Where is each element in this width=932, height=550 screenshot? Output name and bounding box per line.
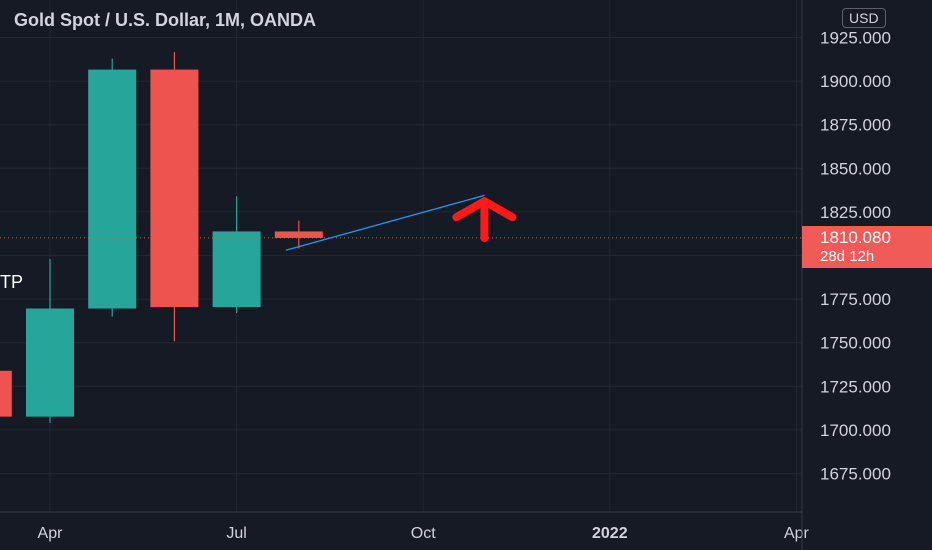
candle (212, 196, 261, 314)
candle (26, 258, 74, 423)
y-tick-label: 1875.000 (820, 116, 891, 135)
currency-button[interactable]: USD (842, 8, 886, 28)
candle-body (212, 231, 261, 308)
tp-label: TP (0, 272, 24, 292)
y-tick-label: 1725.000 (820, 377, 891, 396)
chart-title: Gold Spot / U.S. Dollar, 1M, OANDA (14, 10, 317, 30)
x-tick-label: Apr (38, 525, 64, 542)
candles (0, 52, 323, 423)
candle (274, 220, 323, 249)
last-price-badge: 1810.080 28d 12h (802, 226, 932, 268)
y-tick-label: 1750.000 (820, 334, 891, 353)
candle-body (0, 370, 12, 417)
x-tick-label: Oct (411, 525, 436, 542)
x-tick-label: Apr (784, 525, 810, 542)
y-tick-label: 1825.000 (820, 203, 891, 222)
candle (0, 370, 12, 417)
arrow-head-icon (452, 197, 517, 222)
y-tick-label: 1850.000 (820, 159, 891, 178)
y-tick-label: 1675.000 (820, 465, 891, 484)
candle-body (150, 69, 199, 308)
candle-body (26, 308, 74, 417)
x-tick-label: Jul (226, 525, 246, 542)
candle-body (274, 231, 323, 238)
axes: 1925.000 1900.000 1875.000 1850.000 1825.000… (0, 0, 891, 550)
drawings (0, 194, 802, 251)
x-tick-label: 2022 (592, 525, 628, 542)
y-tick-label: 1775.000 (820, 290, 891, 309)
bar-countdown: 28d 12h (820, 248, 875, 265)
y-tick-label: 1925.000 (820, 29, 891, 48)
y-tick-label: 1700.000 (820, 421, 891, 440)
candle-body (88, 69, 137, 309)
last-price-value: 1810.080 (820, 228, 891, 247)
y-tick-label: 1900.000 (820, 72, 891, 91)
trend-line (285, 194, 485, 251)
candle (150, 52, 199, 342)
candle (88, 58, 137, 317)
